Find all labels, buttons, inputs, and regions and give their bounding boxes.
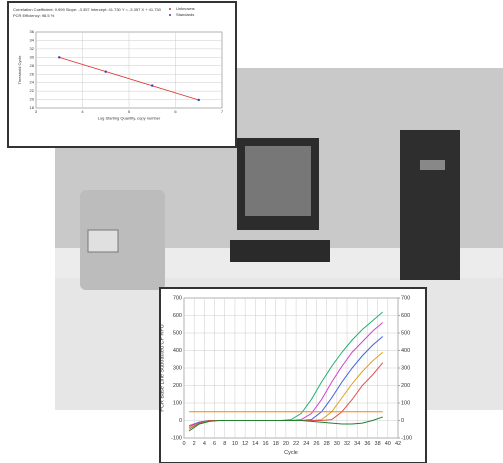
thermocycler: [80, 190, 165, 290]
y-tick-label: 26: [30, 71, 35, 76]
data-point: [151, 84, 154, 87]
chart-title: Correlation Coefficient: 0.999 Slope: -3…: [13, 7, 162, 12]
x-tick-label: 6: [174, 109, 177, 114]
drive-bay: [420, 160, 445, 170]
x-tick-label: 24: [303, 441, 309, 447]
y-tick-label: 24: [30, 80, 35, 85]
x-tick-label: 10: [232, 441, 238, 447]
y-axis-label: PCR Base Line Subtracted CF RFU: [159, 324, 165, 411]
legend-marker: [169, 14, 171, 16]
y-tick-label: 0: [179, 418, 182, 424]
y2-tick-label: 500: [401, 330, 410, 336]
y-tick-label: 36: [30, 29, 35, 34]
y-tick-label: 700: [173, 295, 182, 301]
y2-tick-label: 600: [401, 313, 410, 319]
x-tick-label: 38: [375, 441, 381, 447]
keyboard: [230, 240, 330, 262]
y-tick-label: 400: [173, 348, 182, 354]
x-tick-label: 4: [203, 441, 206, 447]
y-tick-label: 28: [30, 63, 35, 68]
x-tick-label: 22: [293, 441, 299, 447]
fit-line: [59, 56, 199, 101]
y-tick-label: 500: [173, 330, 182, 336]
y2-tick-label: -100: [401, 435, 412, 441]
x-axis-label: Cycle: [284, 450, 298, 456]
y2-tick-label: 700: [401, 295, 410, 301]
x-tick-label: 32: [344, 441, 350, 447]
y-tick-label: -100: [171, 435, 182, 441]
y2-tick-label: 300: [401, 365, 410, 371]
x-tick-label: 12: [242, 441, 248, 447]
y-tick-label: 200: [173, 383, 182, 389]
x-tick-label: 5: [128, 109, 131, 114]
monitor-screen: [245, 146, 311, 216]
y2-tick-label: 100: [401, 400, 410, 406]
x-tick-label: 6: [213, 441, 216, 447]
x-tick-label: 42: [395, 441, 401, 447]
y-tick-label: 18: [30, 105, 35, 110]
y-tick-label: 34: [30, 38, 35, 43]
instrument-screen: [87, 229, 119, 253]
x-tick-label: 3: [35, 109, 38, 114]
x-tick-label: 0: [182, 441, 185, 447]
data-point: [58, 56, 61, 59]
computer-tower: [400, 130, 460, 280]
x-tick-label: 36: [364, 441, 370, 447]
y-tick-label: 300: [173, 365, 182, 371]
chart-subtitle: PCR Efficiency: 98.5 %: [13, 13, 55, 18]
legend-marker: [169, 8, 171, 10]
x-tick-label: 40: [385, 441, 391, 447]
amplification-curve: [188, 416, 383, 432]
legend-label: Unknowns: [176, 6, 195, 11]
y-tick-label: 22: [30, 88, 35, 93]
x-tick-label: 34: [354, 441, 360, 447]
x-axis-label: Log Starting Quantity, copy number: [98, 115, 161, 120]
x-tick-label: 30: [334, 441, 340, 447]
x-tick-label: 26: [313, 441, 319, 447]
y-tick-label: 20: [30, 97, 35, 102]
y-tick-label: 600: [173, 313, 182, 319]
x-tick-label: 4: [81, 109, 84, 114]
data-point: [197, 98, 200, 102]
data-point: [104, 70, 107, 73]
x-tick-label: 8: [223, 441, 226, 447]
legend-label: Standards: [176, 12, 194, 17]
x-tick-label: 7: [221, 109, 224, 114]
y-axis-label: Threshold Cycle: [17, 55, 22, 85]
x-tick-label: 28: [324, 441, 330, 447]
x-tick-label: 18: [273, 441, 279, 447]
y-tick-label: 32: [30, 46, 35, 51]
y-tick-label: 100: [173, 400, 182, 406]
x-tick-label: 14: [252, 441, 258, 447]
y-tick-label: 30: [30, 54, 35, 59]
x-tick-label: 2: [193, 441, 196, 447]
x-tick-label: 16: [262, 441, 268, 447]
y2-tick-label: 0: [401, 418, 404, 424]
y2-tick-label: 200: [401, 383, 410, 389]
y2-tick-label: 400: [401, 348, 410, 354]
x-tick-label: 20: [283, 441, 289, 447]
